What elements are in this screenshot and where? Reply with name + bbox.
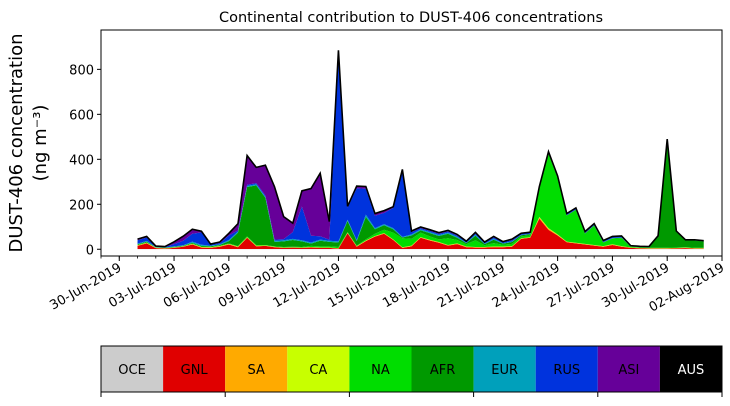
y-axis: 0 200 400 600 800	[69, 63, 101, 258]
legend-label-asi: ASI	[618, 363, 639, 378]
legend-label-sa: SA	[248, 363, 265, 378]
area-aus	[138, 50, 704, 246]
y-tick-label: 200	[69, 198, 94, 213]
legend-label-aus: AUS	[678, 363, 705, 378]
total-outline-line	[138, 50, 704, 246]
area-rus	[138, 52, 704, 247]
x-axis: 30-Jun-201903-Jul-201906-Jul-201909-Jul-…	[47, 256, 727, 316]
area-afr	[138, 140, 704, 248]
legend-label-rus: RUS	[553, 363, 580, 378]
y-tick-label: 800	[69, 63, 94, 78]
y-tick-label: 400	[69, 153, 94, 168]
legend-label-ca: CA	[309, 363, 327, 378]
plot-frame	[101, 30, 722, 256]
legend-label-na: NA	[371, 363, 390, 378]
y-tick-label: 0	[86, 243, 94, 258]
legend-colorbar: OCE GNL SA CA NA AFR EUR RUS ASI AUS	[101, 346, 722, 397]
y-axis-label-group: DUST-406 concentration (ng m⁻³)	[6, 33, 51, 252]
y-tick-label: 600	[69, 108, 94, 123]
stacked-area-series	[138, 50, 704, 249]
legend-label-gnl: GNL	[181, 363, 209, 378]
chart-title: Continental contribution to DUST-406 con…	[219, 10, 603, 26]
legend-label-oce: OCE	[118, 363, 146, 378]
area-na	[138, 154, 704, 248]
legend-label-eur: EUR	[491, 363, 518, 378]
area-asi	[138, 50, 704, 247]
y-axis-label: DUST-406 concentration	[6, 33, 27, 252]
legend-label-afr: AFR	[430, 363, 455, 378]
y-axis-unit: (ng m⁻³)	[30, 105, 51, 182]
